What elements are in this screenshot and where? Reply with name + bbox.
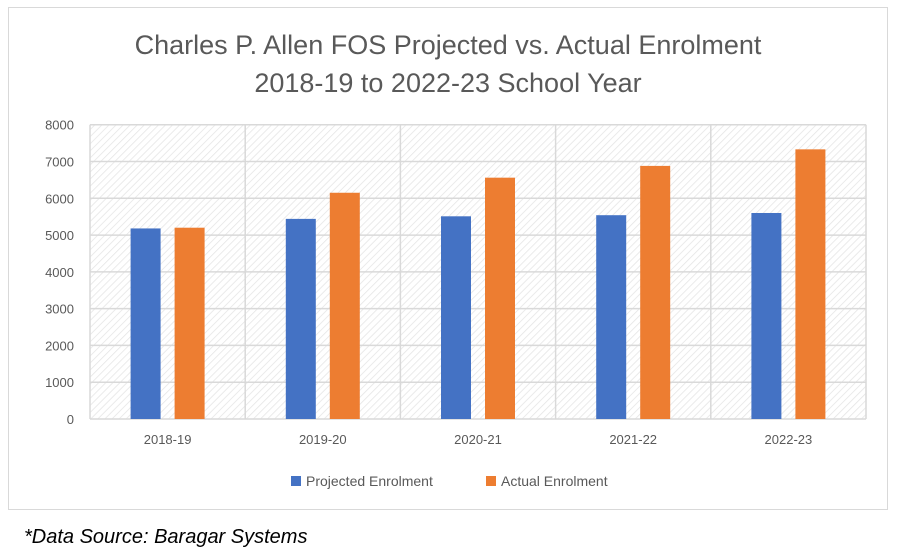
x-tick-label: 2018-19 — [144, 432, 192, 447]
legend-swatch — [486, 476, 496, 486]
legend-swatch — [291, 476, 301, 486]
bar-actual-enrolment — [640, 165, 671, 419]
y-tick-label: 5000 — [45, 228, 74, 243]
title-line-2: 2018-19 to 2022-23 School Year — [254, 68, 642, 98]
y-tick-label: 1000 — [45, 375, 74, 390]
y-tick-label: 0 — [67, 412, 74, 427]
legend-label: Actual Enrolment — [501, 473, 608, 489]
y-tick-label: 4000 — [45, 265, 74, 280]
bar-projected-enrolment — [751, 212, 782, 419]
x-tick-label: 2021-22 — [609, 432, 657, 447]
bar-projected-enrolment — [441, 216, 471, 419]
x-tick-label: 2020-21 — [454, 432, 502, 447]
y-tick-label: 6000 — [45, 191, 74, 206]
y-tick-label: 8000 — [45, 118, 74, 133]
bar-actual-enrolment — [174, 227, 205, 419]
chart-title: Charles P. Allen FOS Projected vs. Actua… — [8, 26, 888, 102]
bar-actual-enrolment — [795, 149, 826, 419]
data-source-note: *Data Source: Baragar Systems — [24, 526, 308, 548]
y-tick-label: 2000 — [45, 338, 74, 353]
y-tick-label: 3000 — [45, 302, 74, 317]
legend-label: Projected Enrolment — [306, 473, 433, 489]
bar-actual-enrolment — [329, 192, 360, 419]
bar-projected-enrolment — [285, 218, 316, 419]
x-tick-label: 2022-23 — [765, 432, 813, 447]
chart-frame — [8, 7, 888, 510]
bar-projected-enrolment — [596, 215, 627, 419]
bar-projected-enrolment — [130, 228, 161, 419]
bar-actual-enrolment — [485, 177, 515, 419]
title-line-1: Charles P. Allen FOS Projected vs. Actua… — [134, 30, 762, 60]
y-tick-label: 7000 — [45, 154, 74, 169]
x-tick-label: 2019-20 — [299, 432, 347, 447]
